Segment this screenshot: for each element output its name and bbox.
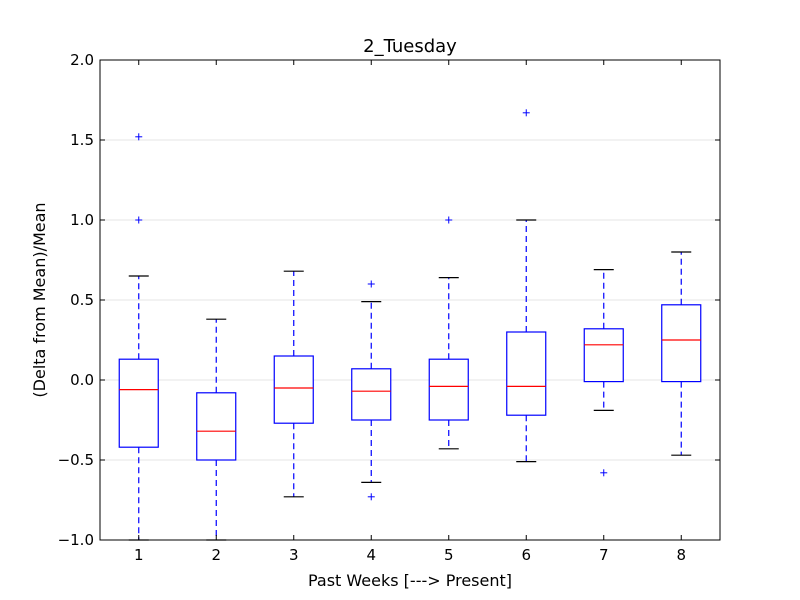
iqr-box	[661, 304, 702, 383]
iqr-box	[273, 355, 314, 424]
box-1	[118, 133, 159, 541]
flier-point	[135, 133, 143, 141]
box-8	[661, 251, 702, 456]
y-axis-label: (Delta from Mean)/Mean	[30, 202, 49, 397]
box-6	[506, 109, 547, 463]
y-tick-label: 0.0	[70, 371, 94, 389]
x-tick-label: 1	[134, 546, 144, 564]
box-4	[351, 280, 392, 501]
x-tick-label: 5	[444, 546, 454, 564]
x-tick-label: 7	[599, 546, 609, 564]
x-tick-label: 4	[366, 546, 376, 564]
x-tick-label: 8	[676, 546, 686, 564]
box-7	[583, 269, 624, 477]
y-tick-label: 2.0	[70, 51, 94, 69]
boxplot-series	[118, 109, 702, 541]
iqr-box	[583, 328, 624, 383]
iqr-box	[506, 331, 547, 416]
x-tick-label: 6	[521, 546, 531, 564]
x-tick-label: 2	[211, 546, 221, 564]
box-3	[273, 270, 314, 498]
grid-lines	[100, 139, 720, 461]
axis-ticks: −1.0 −0.5 0.0 0.5 1.0 1.5 2.0 1 2 3 4 5 6 7 8	[58, 51, 720, 564]
flier-point	[367, 493, 375, 501]
iqr-box	[118, 358, 159, 448]
y-tick-label: 1.5	[70, 131, 94, 149]
flier-point	[522, 109, 530, 117]
x-axis-label: Past Weeks [---> Present]	[308, 571, 512, 590]
y-tick-label: 0.5	[70, 291, 94, 309]
y-tick-label: −1.0	[58, 531, 94, 549]
iqr-box	[196, 392, 237, 461]
chart-title: 2_Tuesday	[363, 36, 457, 57]
flier-point	[135, 216, 143, 224]
iqr-box	[428, 358, 469, 421]
x-tick-label: 3	[289, 546, 299, 564]
iqr-box	[351, 368, 392, 421]
box-2	[196, 318, 237, 541]
flier-point	[445, 216, 453, 224]
box-5	[428, 216, 469, 450]
flier-point	[367, 280, 375, 288]
flier-point	[600, 469, 608, 477]
y-tick-label: 1.0	[70, 211, 94, 229]
y-tick-label: −0.5	[58, 451, 94, 469]
